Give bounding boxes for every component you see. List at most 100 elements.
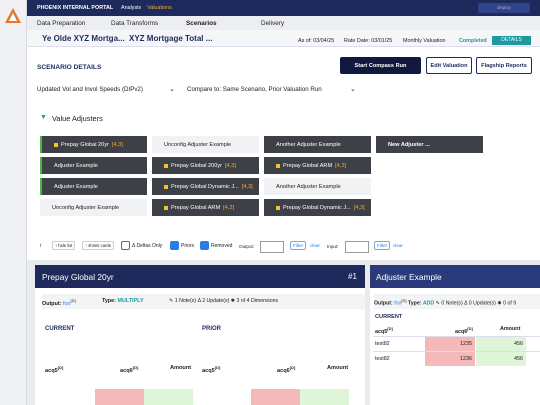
hide-list[interactable]: ↑ hide list — [52, 241, 76, 250]
column-name: acq6 — [455, 328, 468, 335]
adjuster-chip[interactable]: Prepay Global 200yr [4,3] — [152, 157, 259, 174]
column-header: acq5[D] — [375, 326, 393, 335]
column-header: Amount — [327, 365, 348, 371]
start-run-button[interactable]: Start Compass Run — [340, 57, 421, 74]
column-header: Amount — [170, 365, 191, 371]
card-stats: ✎ 1 Note(s) Δ 2 Update(s) ✱ 3 of 4 Dimen… — [169, 298, 278, 304]
cell: 456 — [476, 337, 526, 351]
filter-button[interactable]: Filter — [290, 241, 307, 250]
column-header: Amount — [500, 326, 520, 332]
cell: test82 — [375, 341, 390, 347]
section-label: CURRENT — [45, 326, 75, 332]
adjuster-chip[interactable]: Prepay Global ARM [4,3] — [264, 157, 371, 174]
card-meta — [374, 294, 540, 309]
adjuster-chip[interactable]: Another Adjuster Example — [264, 178, 371, 195]
card-meta-row: Output: foo[D] — [42, 298, 76, 307]
chevron[interactable]: ⌄ — [350, 86, 356, 93]
input-input[interactable] — [345, 241, 369, 253]
chip-label: Prepay Global Dynamic J... — [283, 204, 351, 211]
adjuster-chip[interactable]: Prepay Global ARM [4,3] — [152, 199, 259, 216]
rate-date: Rate Date: 03/01/25 — [344, 38, 393, 44]
collapse-toggle[interactable]: ▼ — [40, 114, 47, 121]
output-label: Output: — [42, 300, 62, 307]
adjuster-chip[interactable]: Adjuster Example — [40, 178, 147, 195]
deltas-toggle[interactable]: Δ Deltas Only — [121, 241, 162, 250]
deal-name: Ye Olde XYZ Mortga... — [42, 34, 125, 43]
tab[interactable]: Data Transforms — [111, 20, 159, 27]
adjuster-chip[interactable]: Prepay Global Dynamic J... [4,3] — [264, 199, 371, 216]
chevron[interactable]: ⌄ — [169, 86, 175, 93]
adjuster-chip[interactable]: Unconfig Adjuster Example — [152, 136, 259, 153]
card-title: Adjuster Example — [376, 272, 442, 282]
type-label: Type: — [407, 300, 422, 307]
checkbox[interactable] — [170, 241, 179, 250]
brand: PHOENIX INTERNAL PORTAL — [37, 5, 114, 11]
chip-label: Prepay Global ARM — [283, 162, 333, 169]
cell: 1236 — [425, 352, 475, 366]
info[interactable]: i — [40, 243, 42, 249]
output-value[interactable]: foo — [62, 300, 71, 307]
edit-button[interactable]: Edit Valuation — [426, 57, 472, 74]
label: Priors — [181, 242, 195, 249]
updates: Δ 0 Update(s) — [464, 300, 496, 307]
column-header: acq6[D] — [277, 365, 295, 374]
hide-list-text: hide list — [58, 243, 73, 248]
scenario-select[interactable]: Updated Vol and Invol Speeds (DIPv2) — [37, 86, 143, 93]
adjuster-card — [35, 265, 365, 405]
adjuster-chip[interactable]: Unconfig Adjuster Example — [40, 199, 147, 216]
card-header — [35, 265, 365, 288]
adjuster-chip[interactable]: Another Adjuster Example — [264, 136, 371, 153]
chip-label: Adjuster Example — [54, 162, 98, 169]
shrink-cards[interactable]: ↑ shrink cards — [82, 241, 114, 250]
column-name: acq5 — [45, 367, 58, 374]
column-name: Amount — [170, 365, 192, 371]
removed-toggle[interactable]: Removed — [200, 241, 232, 250]
column-name: acq6 — [277, 367, 290, 374]
tab[interactable]: Scenarios — [186, 20, 217, 27]
chip-tag: [4,3] — [223, 204, 235, 211]
config-icon — [276, 163, 280, 168]
adjuster-chip[interactable]: Prepay Global 20yr [4,3] — [40, 136, 147, 153]
card-number: #1 — [348, 272, 357, 281]
tab[interactable]: Delivery — [261, 20, 285, 27]
column-header: acq5[D] — [202, 365, 220, 374]
tab[interactable]: Data Preparation — [37, 20, 86, 27]
adjuster-chip[interactable]: Prepay Global Dynamic J... [4,3] — [152, 178, 259, 195]
user-box[interactable]: display — [478, 3, 530, 13]
column-name: Amount — [500, 326, 521, 332]
type-label: Type: — [102, 298, 116, 304]
nav-link[interactable]: Analysis — [121, 5, 142, 11]
chip-label: Unconfig Adjuster Example — [52, 204, 120, 211]
deal-bar — [27, 30, 540, 47]
config-icon — [54, 142, 58, 147]
column-header: acq5[D] — [45, 365, 63, 374]
checkbox[interactable] — [121, 241, 130, 250]
column-name: Amount — [327, 365, 349, 371]
row-line — [373, 336, 540, 337]
card-header — [370, 265, 540, 288]
adjuster-chip[interactable]: Adjuster Example — [40, 157, 147, 174]
label: Removed — [211, 242, 233, 249]
clear-link[interactable]: clear — [393, 243, 403, 248]
logo — [5, 8, 21, 23]
adjuster-chip[interactable]: New Adjuster ... — [376, 136, 483, 153]
column-header: acq6[D] — [455, 326, 473, 335]
chip-label: Unconfig Adjuster Example — [164, 141, 232, 148]
adjuster-card — [370, 265, 540, 405]
cell: 1235 — [425, 337, 475, 351]
reports-button[interactable]: Flagship Reports — [476, 57, 532, 74]
nav-link[interactable]: Valuations — [147, 5, 172, 11]
config-icon — [164, 163, 168, 168]
output-value[interactable]: foo — [394, 300, 402, 307]
output-input[interactable] — [260, 241, 284, 253]
details-button[interactable]: DETAILS — [492, 36, 531, 45]
compare-select[interactable]: Compare to: Same Scenario, Prior Valuati… — [187, 86, 322, 93]
priors-toggle[interactable]: Priors — [170, 241, 194, 250]
filter-button[interactable]: Filter — [374, 241, 391, 250]
shrink-text: shrink cards — [88, 243, 111, 248]
output-label: Output: — [374, 300, 393, 307]
checkbox[interactable] — [200, 241, 209, 250]
card-meta — [42, 294, 365, 309]
clear-link[interactable]: clear — [310, 243, 320, 248]
sidebar — [0, 0, 27, 405]
